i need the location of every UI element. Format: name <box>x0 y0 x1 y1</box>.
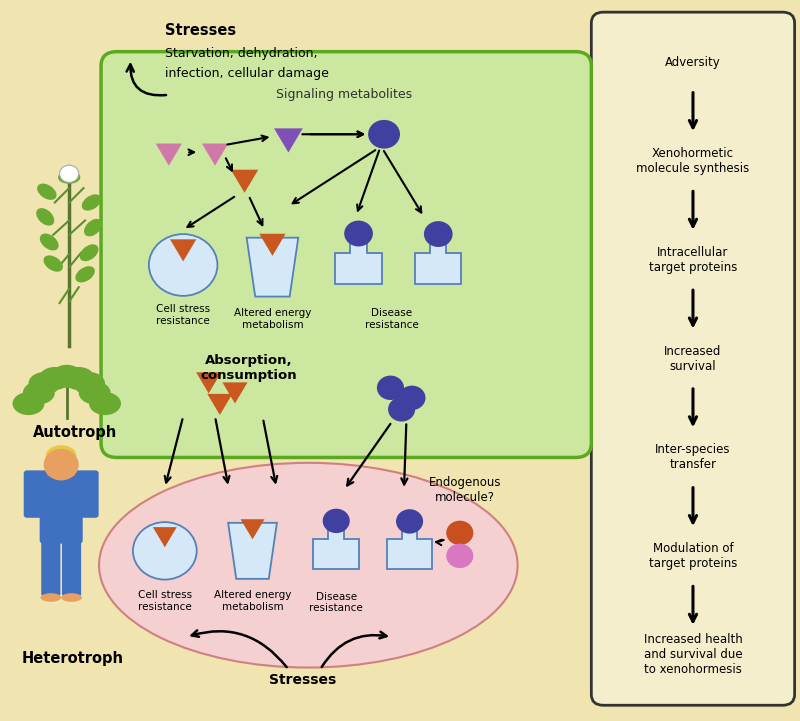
Ellipse shape <box>39 367 70 390</box>
Text: Disease
resistance: Disease resistance <box>365 308 419 329</box>
Text: Xenohormetic
molecule synthesis: Xenohormetic molecule synthesis <box>636 147 750 175</box>
Polygon shape <box>387 528 432 569</box>
Circle shape <box>44 449 78 480</box>
Polygon shape <box>274 128 302 153</box>
FancyBboxPatch shape <box>74 470 98 518</box>
Polygon shape <box>313 528 359 569</box>
Ellipse shape <box>40 234 58 250</box>
Text: infection, cellular damage: infection, cellular damage <box>165 67 329 80</box>
Ellipse shape <box>13 392 45 415</box>
Ellipse shape <box>46 446 76 465</box>
Circle shape <box>396 509 423 534</box>
Ellipse shape <box>51 365 82 388</box>
Text: Increased health
and survival due
to xenohormesis: Increased health and survival due to xen… <box>644 634 742 676</box>
FancyBboxPatch shape <box>40 475 82 544</box>
Ellipse shape <box>89 392 121 415</box>
FancyBboxPatch shape <box>24 470 48 518</box>
Circle shape <box>368 120 400 149</box>
Polygon shape <box>259 234 286 256</box>
Circle shape <box>388 397 415 422</box>
Polygon shape <box>241 519 265 539</box>
Ellipse shape <box>84 219 102 236</box>
Polygon shape <box>202 143 228 166</box>
Text: Starvation, dehydration,: Starvation, dehydration, <box>165 48 318 61</box>
Text: Inter-species
transfer: Inter-species transfer <box>655 443 730 472</box>
Circle shape <box>446 521 474 545</box>
Ellipse shape <box>23 381 55 404</box>
Text: Cell stress
resistance: Cell stress resistance <box>156 304 210 326</box>
Text: Adversity: Adversity <box>665 56 721 69</box>
Polygon shape <box>415 242 462 284</box>
Ellipse shape <box>75 266 95 283</box>
Text: Endogenous
molecule?: Endogenous molecule? <box>429 476 502 504</box>
FancyBboxPatch shape <box>591 12 794 705</box>
Circle shape <box>149 234 218 296</box>
Circle shape <box>133 522 197 580</box>
Polygon shape <box>170 239 196 262</box>
Text: Disease
resistance: Disease resistance <box>310 592 363 614</box>
Polygon shape <box>196 372 222 394</box>
Circle shape <box>424 221 453 247</box>
Text: Stresses: Stresses <box>269 673 336 687</box>
Ellipse shape <box>29 372 60 395</box>
Polygon shape <box>334 242 382 284</box>
Ellipse shape <box>61 593 82 602</box>
Ellipse shape <box>73 372 105 395</box>
Text: Altered energy
metabolism: Altered energy metabolism <box>234 308 311 329</box>
Ellipse shape <box>78 381 110 404</box>
Text: Stresses: Stresses <box>165 22 236 37</box>
Polygon shape <box>207 394 232 415</box>
Text: Altered energy
metabolism: Altered energy metabolism <box>214 590 291 612</box>
Polygon shape <box>222 382 247 404</box>
FancyBboxPatch shape <box>101 52 591 457</box>
Circle shape <box>322 509 350 533</box>
Ellipse shape <box>99 463 518 668</box>
Polygon shape <box>246 238 298 296</box>
Circle shape <box>344 221 373 247</box>
FancyBboxPatch shape <box>42 536 60 596</box>
FancyBboxPatch shape <box>62 536 81 596</box>
Text: Absorption,
consumption: Absorption, consumption <box>200 354 297 381</box>
Text: Increased
survival: Increased survival <box>664 345 722 373</box>
Ellipse shape <box>41 593 61 602</box>
Polygon shape <box>156 143 182 166</box>
Ellipse shape <box>58 171 80 184</box>
Ellipse shape <box>43 255 63 272</box>
Ellipse shape <box>37 184 57 200</box>
Text: Cell stress
resistance: Cell stress resistance <box>138 590 192 612</box>
Circle shape <box>398 386 426 410</box>
Polygon shape <box>228 523 277 579</box>
Text: Signaling metabolites: Signaling metabolites <box>276 88 412 101</box>
Circle shape <box>59 165 78 182</box>
Polygon shape <box>153 527 177 547</box>
Circle shape <box>377 376 404 400</box>
Polygon shape <box>230 169 258 193</box>
Ellipse shape <box>36 208 54 226</box>
Text: Modulation of
target proteins: Modulation of target proteins <box>649 542 737 570</box>
Text: Heterotroph: Heterotroph <box>22 651 123 666</box>
Circle shape <box>446 544 474 568</box>
Text: Intracellular
target proteins: Intracellular target proteins <box>649 246 737 274</box>
Ellipse shape <box>62 367 94 390</box>
Ellipse shape <box>82 195 101 211</box>
Ellipse shape <box>80 244 98 261</box>
Text: Autotroph: Autotroph <box>34 425 118 440</box>
